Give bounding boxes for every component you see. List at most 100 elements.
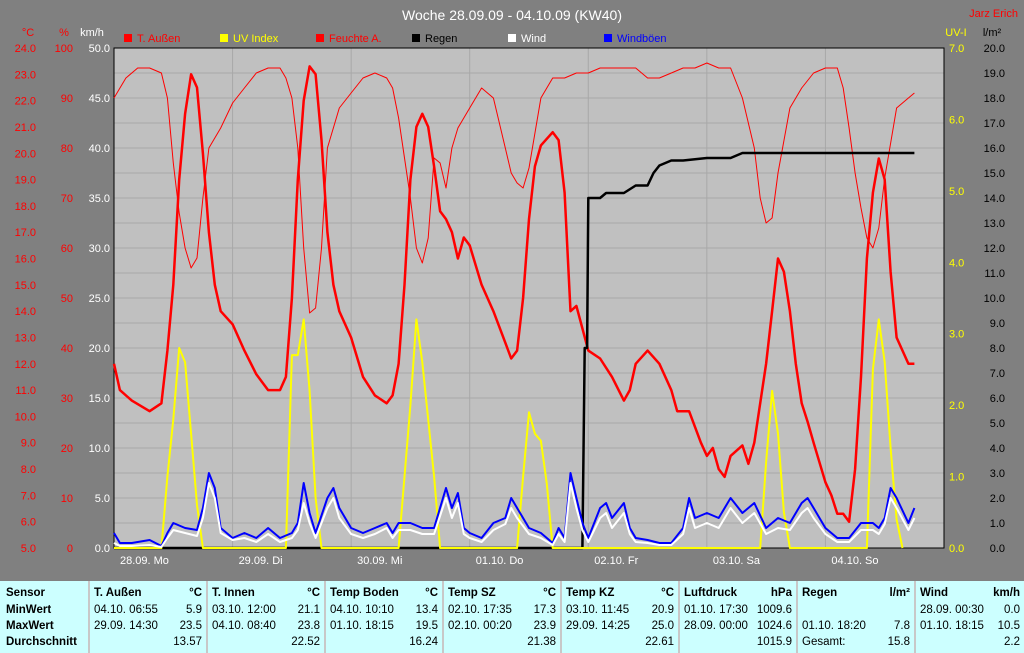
wind-tick-label: 20.0 [89, 343, 110, 355]
uv-tick-label: 0.0 [949, 543, 964, 555]
x-tick-label: 01.10. Do [476, 555, 524, 567]
sensor-name: Temp KZ [566, 587, 615, 599]
wind-tick-label: 0.0 [95, 543, 110, 555]
sensor-value: 19.5 [415, 620, 438, 632]
x-tick-label: 03.10. Sa [713, 555, 761, 567]
rain-tick-label: 10.0 [984, 293, 1005, 305]
series-wind [113, 482, 916, 548]
sensor-value: 7.8 [894, 620, 910, 632]
temp-tick-label: 16.0 [15, 254, 36, 266]
uv-tick-label: 3.0 [949, 329, 964, 341]
sensor-row: 29.09. 14:30 23.5 [90, 618, 206, 635]
humidity-tick-label: 90 [61, 93, 73, 105]
temp-tick-label: 17.0 [15, 227, 36, 239]
sensor-unit: °C [307, 587, 320, 599]
legend-swatch [604, 34, 612, 42]
sensor-value: 22.52 [291, 636, 320, 648]
wind-tick-label: 15.0 [89, 393, 110, 405]
sensor-row: 22.61 [562, 634, 678, 651]
sensor-row: 28.09. 00:00 1024.6 [680, 618, 796, 635]
sensor-value: 23.9 [533, 620, 556, 632]
legend-label: UV Index [233, 33, 279, 45]
sensor-row: 29.09. 14:25 25.0 [562, 618, 678, 635]
series-windb-en [113, 472, 916, 547]
temp-tick-label: 13.0 [15, 332, 36, 344]
sensor-value: 21.38 [527, 636, 556, 648]
sensor-value: 1024.6 [756, 620, 792, 632]
temp-tick-label: 23.0 [15, 69, 36, 81]
sensor-row: 21.38 [444, 634, 560, 651]
legend-swatch [508, 34, 516, 42]
wind-tick-label: 50.0 [89, 43, 110, 55]
sensor-time: 03.10. 11:45 [566, 604, 630, 616]
sensor-row: Wind km/h [916, 585, 1024, 602]
sensor-time: 01.10. 18:15 [920, 620, 984, 632]
sensor-row: 13.57 [90, 634, 206, 651]
sensor-value: 5.9 [186, 604, 202, 616]
sensor-unit: hPa [770, 587, 792, 599]
sensor-time: 28.09. 00:30 [920, 604, 984, 616]
sensor-column: Temp KZ °C 03.10. 11:45 20.9 29.09. 14:25 25.… [562, 581, 678, 653]
sensor-row: T. Innen °C [208, 585, 324, 602]
x-tick-label: 29.09. Di [239, 555, 283, 567]
legend-label: Windböen [617, 33, 667, 45]
author-label: Jarz Erich [969, 8, 1018, 20]
series-t-au-en [112, 65, 915, 523]
series-uv-index [114, 318, 904, 549]
sensor-name: Luftdruck [684, 587, 738, 599]
sensor-time: 04.10. 06:55 [94, 604, 158, 616]
temp-tick-label: 8.0 [21, 464, 36, 476]
sensor-value: 23.8 [297, 620, 320, 632]
sensor-name: Temp Boden [330, 587, 399, 599]
sensor-column: Temp SZ °C 02.10. 17:35 17.3 02.10. 00:20 23.… [444, 581, 560, 653]
wind-tick-label: 10.0 [89, 443, 110, 455]
sensor-row: 04.10. 08:40 23.8 [208, 618, 324, 635]
sensor-time: 03.10. 12:00 [212, 604, 276, 616]
rain-tick-label: 15.0 [984, 168, 1005, 180]
rain-tick-label: 7.0 [990, 368, 1005, 380]
sensor-column: Luftdruck hPa 01.10. 17:30 1009.6 28.09. 00:… [680, 581, 796, 653]
sensor-unit: km/h [993, 587, 1020, 599]
rain-tick-label: 3.0 [990, 468, 1005, 480]
weather-chart: 5.0 6.0 7.0 8.0 9.0 10.0 11.0 12.0 13.0 14.0 15.0 1… [14, 7, 1018, 567]
humidity-tick-label: 80 [61, 143, 73, 155]
uv-tick-label: 1.0 [949, 472, 964, 484]
humidity-tick-label: 50 [61, 293, 73, 305]
sensor-unit: °C [425, 587, 438, 599]
row-label-min: MinWert [6, 604, 52, 616]
sensor-value: 2.2 [1004, 636, 1020, 648]
x-tick-label: 28.09. Mo [120, 555, 169, 567]
temp-tick-label: 19.0 [15, 175, 36, 187]
sensor-time: 04.10. 10:10 [330, 604, 394, 616]
wind-tick-label: 5.0 [95, 493, 110, 505]
row-label-max: MaxWert [6, 620, 54, 632]
sensor-value: 20.9 [651, 604, 674, 616]
humidity-tick-label: 10 [61, 493, 73, 505]
rain-tick-label: 13.0 [984, 218, 1005, 230]
temp-tick-label: 21.0 [15, 122, 36, 134]
rain-tick-label: 18.0 [984, 93, 1005, 105]
sensor-value: 10.5 [997, 620, 1020, 632]
rain-tick-label: 5.0 [990, 418, 1005, 430]
temp-tick-label: 5.0 [21, 543, 36, 555]
temp-tick-label: 9.0 [21, 438, 36, 450]
sensor-name: T. Außen [94, 587, 142, 599]
sensor-row: T. Außen °C [90, 585, 206, 602]
humidity-tick-label: 30 [61, 393, 73, 405]
sensor-row: Regen l/m² [798, 585, 914, 602]
sensor-unit: °C [189, 587, 202, 599]
sensor-value: 22.61 [645, 636, 674, 648]
sensor-time: Gesamt: [802, 636, 846, 648]
uv-tick-label: 2.0 [949, 400, 964, 412]
uv-tick-label: 6.0 [949, 114, 964, 126]
rain-tick-label: 4.0 [990, 443, 1005, 455]
sensor-row: 01.10. 18:15 19.5 [326, 618, 442, 635]
sensor-row: 01.10. 18:15 10.5 [916, 618, 1024, 635]
x-tick-label: 04.10. So [831, 555, 878, 567]
sensor-row: Luftdruck hPa [680, 585, 796, 602]
sensor-row: 16.24 [326, 634, 442, 651]
sensor-value: 13.4 [415, 604, 438, 616]
sensor-row: Temp SZ °C [444, 585, 560, 602]
sensor-time: 01.10. 18:15 [330, 620, 394, 632]
wind-tick-label: 30.0 [89, 243, 110, 255]
